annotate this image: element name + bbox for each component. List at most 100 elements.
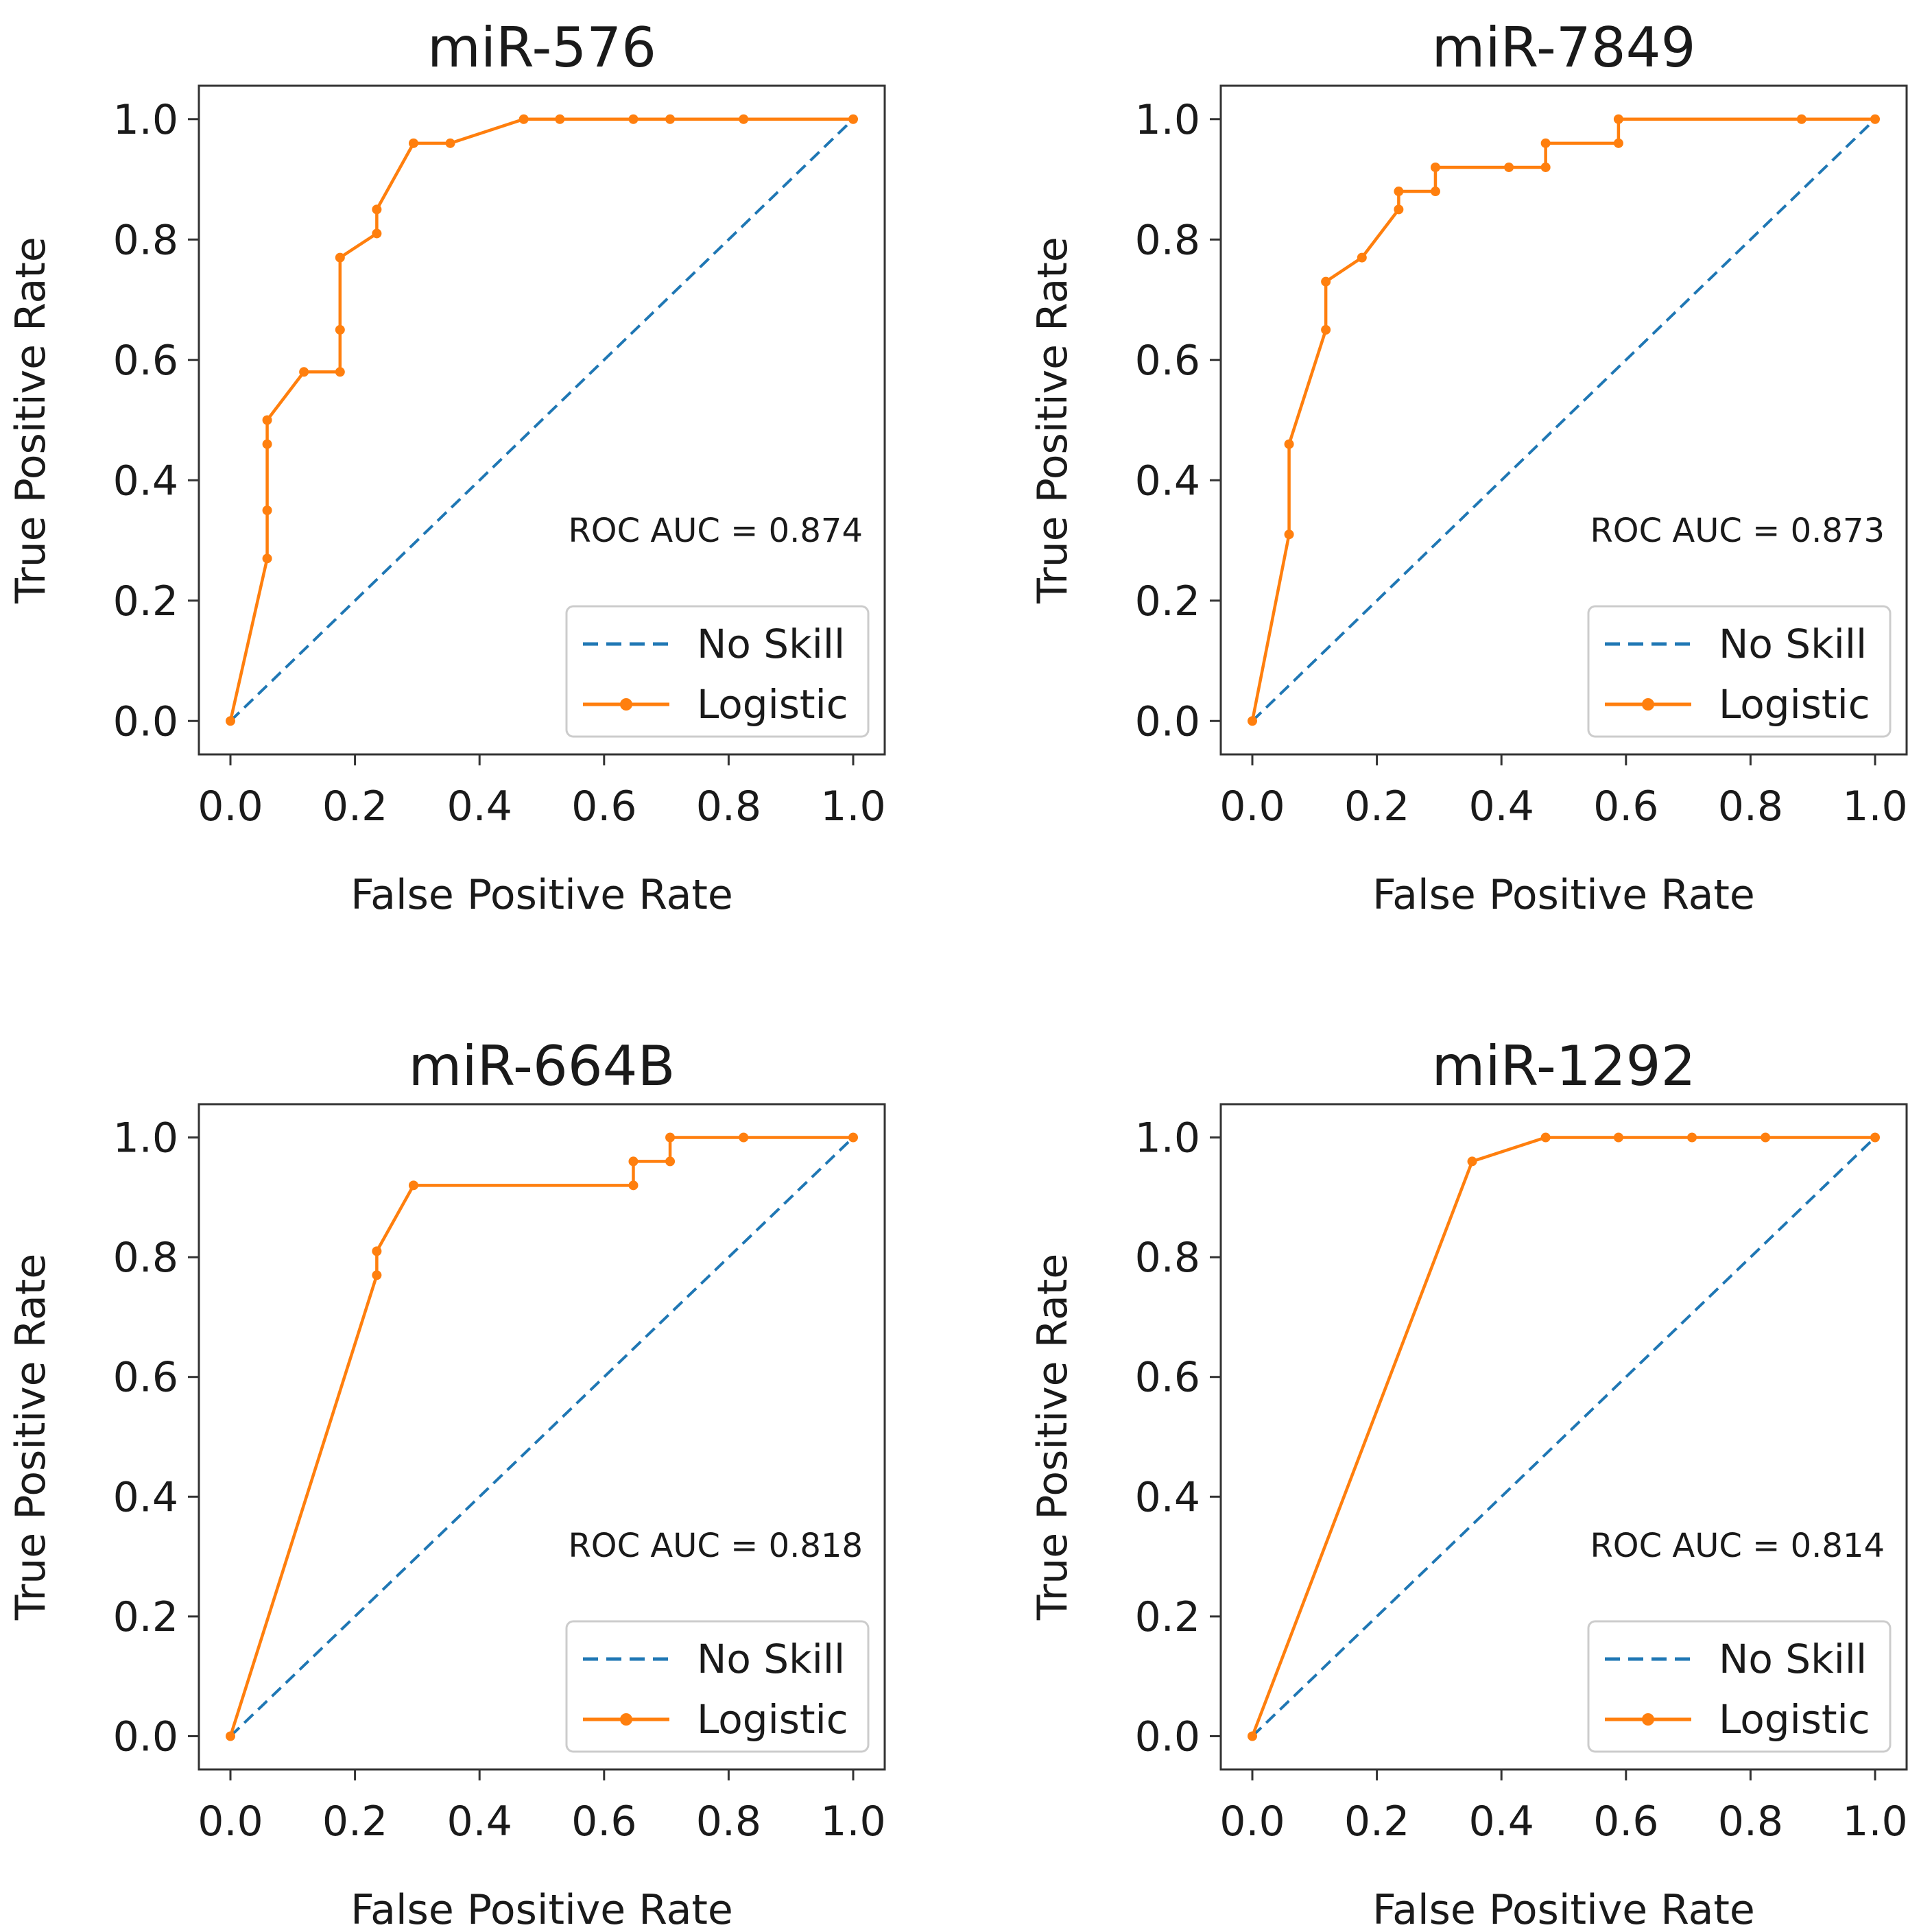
y-tick-label: 0.0 [113, 697, 178, 746]
legend-marker-logistic [1642, 1713, 1654, 1726]
series-point-logistic [1687, 1132, 1697, 1143]
legend-label: No Skill [1719, 1636, 1867, 1682]
y-tick-label: 0.6 [1135, 337, 1200, 385]
x-tick-label: 0.6 [1593, 1798, 1658, 1846]
x-axis-label: False Positive Rate [350, 1886, 733, 1932]
series-point-logistic [408, 1180, 418, 1191]
series-point-logistic [665, 1132, 676, 1143]
axes-frame [198, 1103, 886, 1771]
series-point-logistic [372, 1246, 382, 1256]
x-axis-label: False Positive Rate [1372, 1886, 1755, 1932]
series-line-no-skill [229, 118, 855, 722]
x-tick-label: 0.6 [571, 783, 636, 831]
y-tick-label: 0.8 [113, 1234, 178, 1282]
x-tick-label: 1.0 [1842, 783, 1907, 831]
series-line-no-skill [1251, 118, 1876, 722]
series-point-logistic [1761, 1132, 1771, 1143]
series-point-logistic [628, 114, 639, 124]
y-axis-label: True Positive Rate [1029, 1254, 1077, 1621]
x-tick-label: 0.6 [571, 1798, 636, 1846]
y-tick-label: 0.6 [113, 337, 178, 385]
x-tick-label: 0.4 [1468, 783, 1534, 831]
legend-label: No Skill [1719, 621, 1867, 667]
series-point-logistic [1248, 1731, 1257, 1741]
series-point-logistic [518, 114, 529, 124]
series-point-logistic [372, 204, 382, 215]
y-tick-label: 0.6 [113, 1354, 178, 1402]
series-point-logistic [665, 1156, 676, 1167]
series-point-logistic [1394, 204, 1404, 215]
legend-label: Logistic [697, 1696, 848, 1743]
series-point-logistic [1357, 252, 1367, 263]
x-tick-label: 0.4 [446, 1798, 512, 1846]
series-point-logistic [1613, 138, 1623, 148]
chart-panel-1: 0.0 0.2 0.4 0.6 0.8 1.0 0.0 0.2 0.4 0.6 0.8 1.0 miR-… [7, 16, 886, 919]
series-point-logistic [1540, 162, 1551, 172]
y-tick-label: 0.8 [113, 216, 178, 264]
series-line-no-skill [1251, 1136, 1876, 1737]
chart-title: miR-664B [409, 1034, 676, 1098]
auc-annotation: ROC AUC = 0.814 [1590, 1527, 1885, 1565]
series-point-logistic [1613, 114, 1623, 124]
y-tick-label: 0.0 [1135, 697, 1200, 746]
series-point-logistic [1430, 162, 1440, 172]
series-point-logistic [262, 505, 272, 516]
y-axis-label: True Positive Rate [7, 1254, 55, 1621]
series-point-logistic [1870, 1132, 1880, 1143]
y-tick-label: 0.2 [1135, 1593, 1200, 1641]
series-point-logistic [262, 553, 272, 564]
series-point-logistic [1613, 1132, 1623, 1143]
series-point-logistic [445, 138, 455, 148]
chart-title: miR-576 [427, 16, 656, 80]
x-tick-label: 1.0 [820, 783, 885, 831]
y-tick-label: 0.4 [1135, 1473, 1200, 1521]
legend: No Skill Logistic [565, 605, 870, 738]
legend-label: Logistic [1719, 1696, 1870, 1743]
axes-frame [1219, 1103, 1908, 1771]
y-tick-label: 0.4 [113, 457, 178, 505]
series-point-logistic [628, 1180, 639, 1191]
series-point-logistic [665, 114, 676, 124]
series-point-logistic [628, 1156, 639, 1167]
axes-frame [1219, 84, 1908, 756]
series-point-logistic [848, 1132, 858, 1143]
series-point-logistic [1467, 1156, 1477, 1167]
chart-title: miR-7849 [1432, 16, 1696, 80]
chart-panel-3: 0.0 0.2 0.4 0.6 0.8 1.0 0.0 0.2 0.4 0.6 0.8 1.0 miR-… [7, 1034, 886, 1932]
y-tick-label: 0.0 [113, 1713, 178, 1761]
chart-title: miR-1292 [1432, 1034, 1696, 1098]
series-point-logistic [1540, 138, 1551, 148]
x-tick-label: 0.0 [1219, 1798, 1285, 1846]
x-tick-label: 1.0 [1842, 1798, 1907, 1846]
legend-label: No Skill [697, 1636, 845, 1682]
x-tick-label: 0.6 [1593, 783, 1658, 831]
legend-label: Logistic [1719, 681, 1870, 728]
series-point-logistic [335, 367, 345, 377]
series-point-logistic [335, 252, 345, 263]
x-tick-label: 0.8 [696, 1798, 761, 1846]
legend-marker-logistic [620, 1713, 632, 1726]
series-point-logistic [1321, 324, 1331, 335]
series-point-logistic [1248, 716, 1257, 726]
chart-panel-2: 0.0 0.2 0.4 0.6 0.8 1.0 0.0 0.2 0.4 0.6 0.8 1.0 miR-… [1029, 16, 1908, 919]
series-point-logistic [1796, 114, 1806, 124]
x-tick-label: 0.8 [1718, 783, 1783, 831]
legend-label: No Skill [697, 621, 845, 667]
series-point-logistic [372, 228, 382, 239]
x-tick-label: 0.2 [322, 783, 387, 831]
series-point-logistic [262, 439, 272, 449]
y-tick-label: 0.0 [1135, 1713, 1200, 1761]
legend: No Skill Logistic [1587, 1620, 1892, 1753]
y-tick-label: 1.0 [113, 96, 178, 144]
series-point-logistic [226, 716, 235, 726]
x-tick-label: 0.4 [1468, 1798, 1534, 1846]
y-axis-label: True Positive Rate [7, 237, 55, 604]
series-point-logistic [1540, 1132, 1551, 1143]
legend: No Skill Logistic [1587, 605, 1892, 738]
series-point-logistic [1321, 276, 1331, 287]
series-point-logistic [848, 114, 858, 124]
legend-marker-logistic [620, 698, 632, 711]
y-tick-label: 0.8 [1135, 216, 1200, 264]
y-tick-label: 0.8 [1135, 1234, 1200, 1282]
series-point-logistic [1284, 439, 1294, 449]
